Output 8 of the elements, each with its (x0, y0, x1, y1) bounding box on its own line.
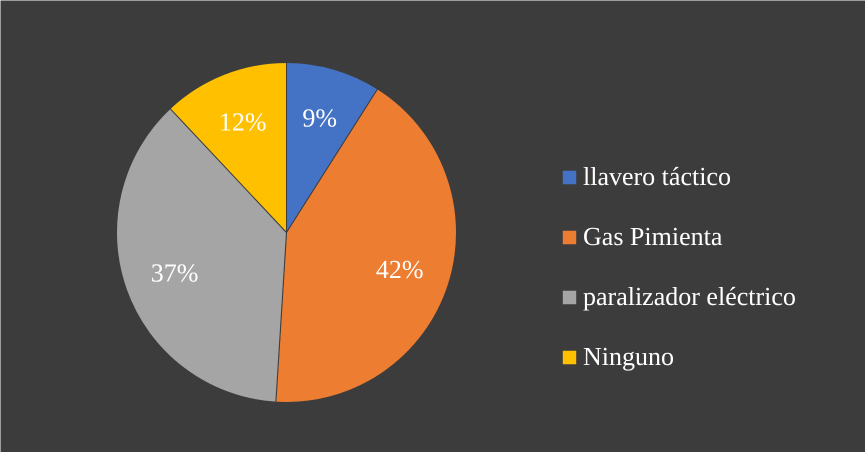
data-label: 42% (376, 254, 424, 284)
legend-label: llavero táctico (583, 162, 731, 192)
data-label: 37% (150, 258, 198, 288)
legend-label: paralizador eléctrico (583, 282, 796, 312)
data-label: 9% (302, 104, 338, 133)
legend-label: Gas Pimienta (583, 222, 722, 252)
legend-label: Ninguno (583, 342, 674, 372)
data-label: 12% (218, 107, 267, 136)
